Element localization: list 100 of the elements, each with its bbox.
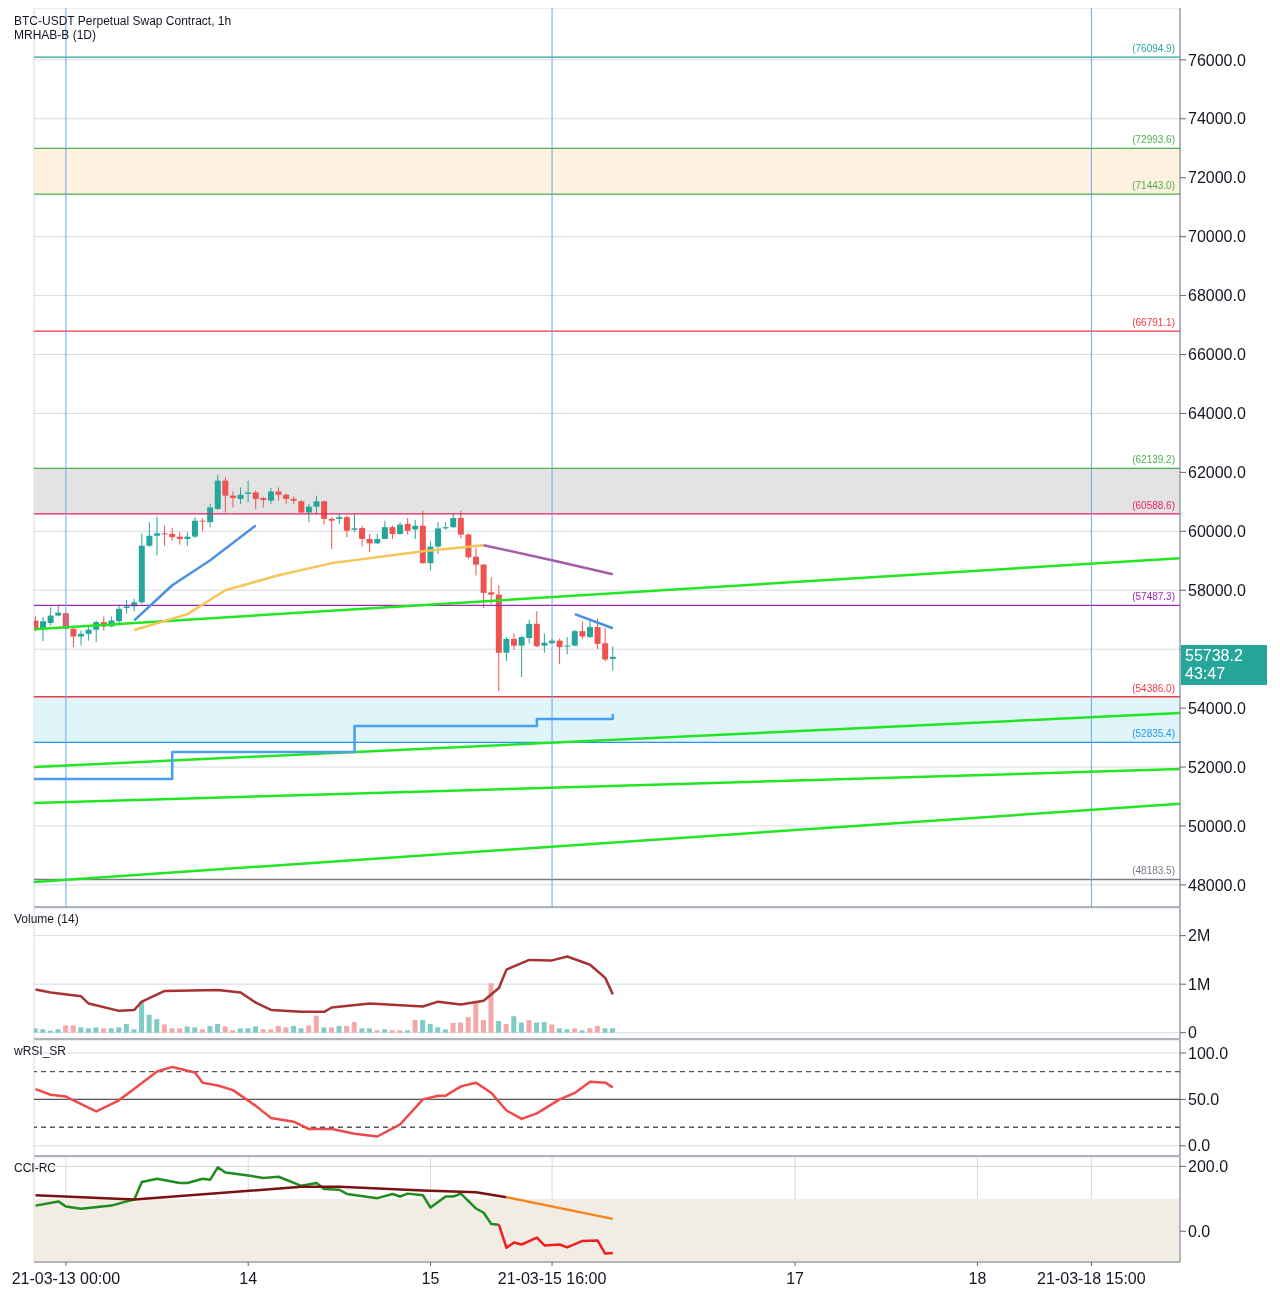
ref-line-label: (60588.6) [1132,499,1175,511]
bar [602,1028,608,1033]
bar [572,1028,578,1033]
bar [306,1025,312,1033]
bar [34,1028,38,1033]
bar [541,1022,547,1033]
bar [351,1022,357,1033]
bar [237,1028,243,1033]
x-tick-label: 17 [786,1270,805,1287]
ref-line-label: (48183.5) [1132,865,1175,877]
x-tick-label: 21-03-18 15:00 [1037,1270,1146,1287]
y-tick-label: 200.0 [1188,1158,1229,1176]
y-tick-label: 58000.0 [1188,581,1246,599]
x-tick-label: 21-03-15 16:00 [497,1270,607,1287]
bar [610,1028,616,1033]
bar [374,1030,380,1033]
y-tick-label: 100.0 [1188,1044,1229,1062]
bar [389,1030,395,1033]
ref-line-label: (66791.1) [1132,317,1175,329]
bar [321,1027,327,1033]
ref-line-label: (71443.0) [1132,180,1175,192]
bar [366,1028,372,1033]
bar [587,1028,593,1033]
candlestick [435,521,442,555]
bar [480,1020,486,1033]
y-tick-label: 50000.0 [1188,817,1246,835]
bar [123,1023,129,1033]
bar [359,1028,365,1033]
bar [177,1028,183,1033]
bar [382,1029,388,1033]
candlestick [351,513,358,533]
bar [290,1025,296,1033]
bar [511,1016,517,1033]
bar [298,1028,304,1033]
bar [488,983,494,1033]
candlestick [245,480,252,503]
candlestick [191,516,198,539]
candlestick [473,547,480,577]
bar [579,1030,585,1033]
bar [253,1026,259,1033]
bar [283,1027,289,1033]
bar [268,1029,274,1033]
candlestick [313,495,320,515]
y-tick-label: 1M [1188,975,1211,993]
ref-line-label: (54386.0) [1132,682,1175,694]
bar [450,1022,456,1033]
bar [192,1027,198,1033]
candlestick [381,520,388,540]
bar [154,1019,160,1033]
ref-line-label: (52835.4) [1132,728,1175,740]
x-tick-label: 15 [421,1270,440,1287]
bar [473,1002,479,1033]
bar [40,1029,46,1033]
bar [503,1023,509,1033]
bar [458,1022,464,1033]
candlestick [116,605,122,625]
bar [55,1029,61,1033]
candlestick [161,525,168,547]
bar [169,1028,175,1033]
y-tick-label: 74000.0 [1188,110,1246,128]
bar [344,1025,350,1033]
bar [63,1025,69,1033]
bar [116,1027,122,1033]
y-tick-label: 0.0 [1188,1137,1211,1155]
bar [534,1022,540,1033]
bar [328,1027,334,1033]
candlestick [412,519,419,540]
bar [222,1026,228,1033]
text: 43:47 [1185,664,1227,683]
bar [518,1022,524,1033]
bar [412,1020,418,1033]
bar [93,1027,99,1033]
bar [397,1030,403,1033]
y-tick-label: 72000.0 [1188,169,1246,187]
chart-title: Volume (14) [14,912,79,926]
y-tick-label: 76000.0 [1188,51,1246,69]
bar [260,1029,266,1033]
y-tick-label: 64000.0 [1188,405,1246,423]
bar [131,1029,137,1033]
bar [594,1025,600,1033]
bar [108,1028,114,1033]
y-tick-label: 66000.0 [1188,346,1246,364]
bar [313,1015,319,1033]
candlestick [533,610,540,648]
bar [215,1023,221,1033]
chart-title: CCI-RC [14,1161,56,1175]
bar [161,1024,167,1033]
bar [435,1027,441,1033]
candlestick [47,606,54,627]
candlestick [343,515,350,538]
candlestick [328,516,335,550]
candlestick [556,638,563,665]
y-tick-label: 68000.0 [1188,287,1246,305]
bar [526,1020,532,1033]
y-tick-label: 60000.0 [1188,522,1246,540]
bar [245,1028,251,1033]
bar [564,1029,570,1033]
candlestick [78,630,85,647]
candlestick [511,632,517,651]
candlestick [70,627,77,648]
